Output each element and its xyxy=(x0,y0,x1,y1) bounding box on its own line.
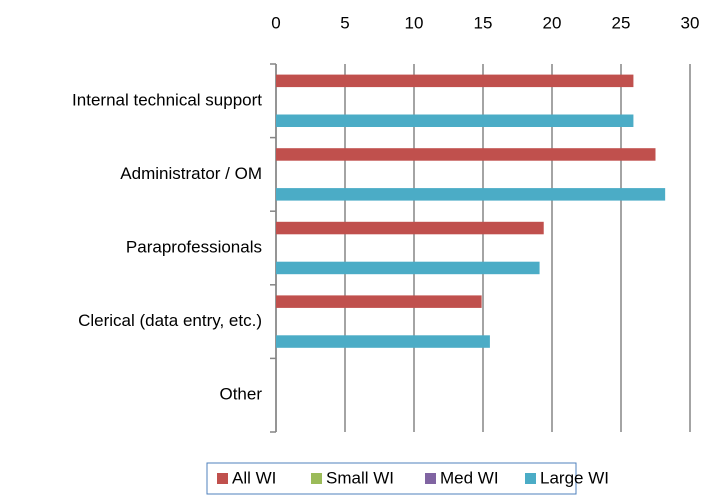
legend-label: Small WI xyxy=(326,468,394,487)
x-tick-label: 20 xyxy=(543,13,562,32)
y-tick-label: Paraprofessionals xyxy=(126,237,262,256)
legend-box xyxy=(206,462,577,495)
y-tick-label: Other xyxy=(219,385,262,404)
x-tick-label: 5 xyxy=(340,13,349,32)
bar xyxy=(276,74,634,88)
legend-swatch xyxy=(425,473,436,484)
bar xyxy=(276,261,540,275)
bar xyxy=(276,295,482,308)
y-tick-label: Administrator / OM xyxy=(120,164,262,183)
bar xyxy=(276,188,666,201)
x-tick-label: 15 xyxy=(474,13,493,32)
y-tick-label: Clerical (data entry, etc.) xyxy=(78,311,262,330)
bar xyxy=(276,221,544,235)
legend-swatch xyxy=(311,473,322,484)
legend-label: All WI xyxy=(232,468,276,487)
bar xyxy=(276,148,656,161)
x-tick-label: 10 xyxy=(405,13,424,32)
bar xyxy=(276,335,490,348)
legend-label: Med WI xyxy=(440,468,499,487)
bar xyxy=(276,114,634,127)
x-tick-label: 25 xyxy=(612,13,631,32)
legend-swatch xyxy=(217,473,228,484)
legend-swatch xyxy=(525,473,536,484)
x-tick-label: 30 xyxy=(681,13,700,32)
y-tick-label: Internal technical support xyxy=(72,90,262,109)
x-tick-label: 0 xyxy=(271,13,280,32)
legend-label: Large WI xyxy=(540,468,609,487)
